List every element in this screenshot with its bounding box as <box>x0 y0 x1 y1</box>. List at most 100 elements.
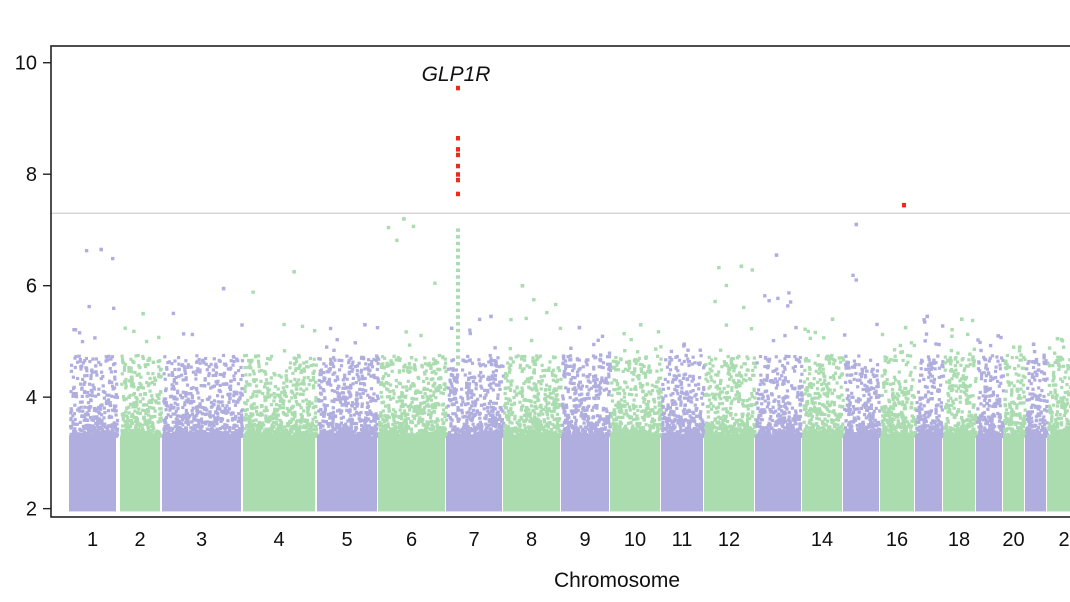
snp-point <box>478 434 482 438</box>
snp-point <box>557 418 561 422</box>
snp-point <box>430 403 435 407</box>
snp-point <box>203 377 207 381</box>
snp-point <box>504 430 508 434</box>
snp-point <box>307 400 311 404</box>
snp-point <box>254 410 259 414</box>
snp-point <box>299 370 303 375</box>
snp-point <box>542 420 546 424</box>
snp-point <box>172 380 176 384</box>
snp-point <box>525 398 529 403</box>
snp-point <box>387 406 391 410</box>
snp-point <box>256 412 260 416</box>
snp-point <box>69 426 73 430</box>
snp-point <box>647 364 651 368</box>
snp-point <box>360 368 364 372</box>
snp-point <box>410 431 414 435</box>
snp-point <box>360 434 364 438</box>
snp-point <box>491 401 495 405</box>
snp-point <box>227 407 231 411</box>
snp-point <box>393 420 397 425</box>
snp-point <box>306 413 310 417</box>
snp-point <box>243 433 247 437</box>
snp-point <box>414 424 418 428</box>
snp-point <box>195 369 199 373</box>
snp-point <box>382 366 386 370</box>
snp-point <box>389 383 393 387</box>
snp-point <box>461 432 465 436</box>
snp-point <box>327 433 331 437</box>
snp-point <box>381 409 385 413</box>
snp-point <box>201 412 205 416</box>
snp-point <box>453 412 457 416</box>
snp-point <box>240 425 244 429</box>
snp-point <box>262 409 266 413</box>
snp-point <box>343 428 347 432</box>
snp-point <box>350 404 355 408</box>
snp-point <box>196 391 200 395</box>
snp-point <box>92 408 96 412</box>
snp-point <box>482 396 486 400</box>
snp-point <box>162 427 166 432</box>
snp-point <box>378 420 382 424</box>
snp-point <box>221 404 225 408</box>
snp-point <box>138 400 142 404</box>
snp-point <box>399 395 403 399</box>
snp-point <box>243 366 247 370</box>
snp-point <box>233 432 237 436</box>
snp-point <box>436 385 440 389</box>
snp-point <box>422 387 426 391</box>
dense-points-band <box>69 436 116 512</box>
snp-point <box>388 390 392 394</box>
snp-point <box>331 406 335 410</box>
snp-point <box>374 399 378 403</box>
peak-snp-point <box>141 311 145 316</box>
snp-point <box>122 368 126 372</box>
snp-point <box>564 363 568 367</box>
snp-point <box>345 430 349 434</box>
snp-point <box>86 390 90 395</box>
snp-point <box>625 427 629 431</box>
snp-point <box>366 393 370 397</box>
snp-point <box>236 419 240 424</box>
snp-point <box>139 375 143 379</box>
snp-point <box>186 398 190 402</box>
dense-points-band <box>120 436 160 512</box>
snp-point <box>338 434 342 438</box>
snp-point <box>72 431 76 435</box>
snp-point <box>73 422 77 426</box>
snp-point <box>489 428 493 432</box>
snp-point <box>331 426 335 431</box>
snp-point <box>534 404 538 408</box>
snp-point <box>646 369 650 374</box>
snp-point <box>308 434 312 438</box>
snp-point <box>563 427 567 431</box>
snp-point <box>100 413 104 417</box>
snp-point <box>555 412 559 416</box>
snp-point <box>354 410 358 414</box>
snp-point <box>478 420 482 425</box>
snp-point <box>227 400 231 404</box>
snp-point <box>139 383 143 387</box>
snp-point <box>578 380 582 384</box>
snp-point <box>555 426 559 430</box>
snp-point <box>417 376 421 380</box>
snp-point <box>321 424 325 428</box>
snp-point <box>222 374 226 378</box>
snp-point <box>471 428 475 432</box>
snp-point <box>150 428 154 433</box>
snp-point <box>493 346 497 350</box>
snp-point <box>408 387 412 391</box>
snp-point <box>612 378 616 382</box>
snp-point <box>268 419 272 423</box>
snp-point <box>164 389 168 393</box>
snp-point <box>489 363 493 367</box>
snp-point <box>142 415 146 419</box>
snp-point <box>290 406 294 410</box>
snp-point <box>523 419 527 423</box>
snp-point <box>134 405 138 409</box>
snp-point <box>173 395 177 400</box>
snp-point <box>432 383 436 387</box>
snp-point <box>440 418 444 422</box>
snp-point <box>377 357 381 361</box>
snp-point <box>360 374 364 378</box>
